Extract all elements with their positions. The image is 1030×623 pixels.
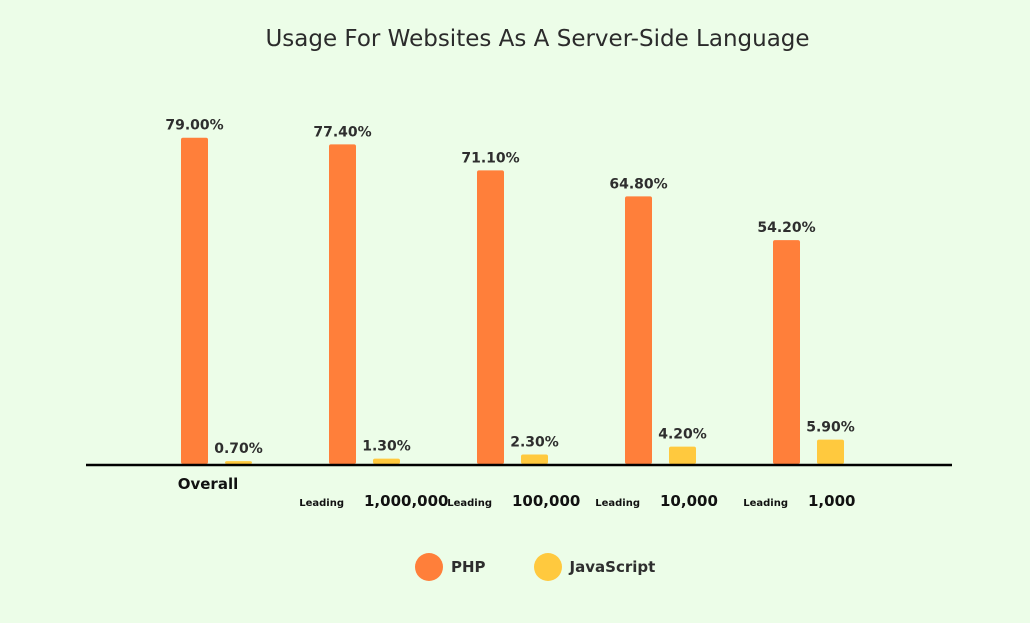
data-label-javascript-0: 0.70% — [214, 441, 263, 457]
bar-php-4 — [773, 240, 800, 464]
data-label-php-2: 71.10% — [461, 150, 519, 166]
legend: PHP JavaScript — [415, 553, 703, 581]
bar-javascript-1 — [373, 458, 400, 464]
data-label-javascript-2: 2.30% — [510, 435, 559, 451]
legend-item-javascript: JavaScript — [533, 553, 656, 581]
bar-javascript-2 — [521, 454, 548, 464]
data-label-php-3: 64.80% — [609, 176, 667, 192]
data-label-php-4: 54.20% — [757, 220, 815, 236]
bar-javascript-0 — [225, 461, 252, 464]
legend-swatch-php — [415, 553, 443, 581]
bar-javascript-4 — [817, 439, 844, 464]
bar-php-2 — [477, 170, 504, 464]
bar-php-3 — [625, 196, 652, 464]
legend-label-php: PHP — [451, 558, 486, 576]
category-label-0: Overall — [178, 475, 239, 493]
category-prefix-4: Leading — [743, 498, 788, 509]
category-label-4: 1,000 — [808, 492, 855, 510]
category-prefix-1: Leading — [299, 498, 344, 509]
legend-swatch-javascript — [533, 553, 562, 581]
category-label-3: 10,000 — [660, 492, 718, 510]
legend-label-javascript: JavaScript — [569, 558, 656, 576]
bar-javascript-3 — [669, 446, 696, 464]
data-label-javascript-1: 1.30% — [362, 439, 411, 455]
category-label-1: 1,000,000 — [364, 492, 448, 510]
data-label-php-0: 79.00% — [165, 118, 223, 134]
data-label-php-1: 77.40% — [313, 124, 371, 140]
bar-php-0 — [181, 137, 208, 465]
category-prefix-3: Leading — [595, 498, 640, 509]
category-prefix-2: Leading — [447, 498, 492, 509]
bar-php-1 — [329, 144, 356, 464]
data-label-javascript-4: 5.90% — [806, 420, 855, 436]
data-label-javascript-3: 4.20% — [658, 427, 707, 443]
chart-title: Usage For Websites As A Server-Side Lang… — [265, 26, 810, 52]
category-label-2: 100,000 — [512, 492, 580, 510]
legend-item-php: PHP — [415, 553, 486, 581]
